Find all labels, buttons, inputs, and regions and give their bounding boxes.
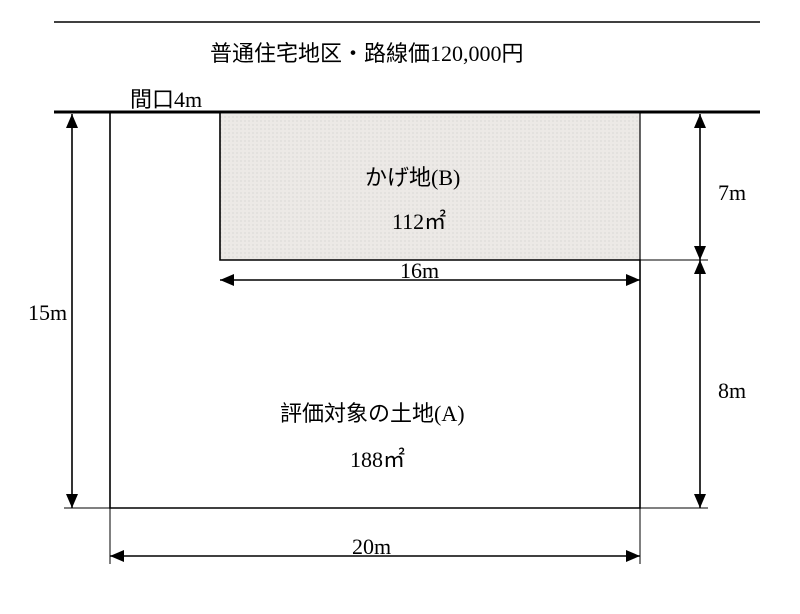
- frontage-label: 間口4m: [130, 82, 202, 114]
- dim-left-label: 15m: [28, 300, 67, 326]
- diagram-title: 普通住宅地区・路線価120,000円: [210, 36, 524, 68]
- dim-mid-label: 16m: [400, 258, 439, 284]
- land-area: 188㎡: [350, 442, 405, 474]
- diagram-svg: [0, 0, 800, 614]
- dim-right-top-label: 7m: [718, 180, 746, 206]
- dim-right-bot-label: 8m: [718, 378, 746, 404]
- land-name: 評価対象の土地(A): [280, 396, 465, 428]
- shade-name: かげ地(B): [365, 160, 460, 192]
- dim-bot-label: 20m: [352, 534, 391, 560]
- shade-area: 112㎡: [392, 204, 446, 236]
